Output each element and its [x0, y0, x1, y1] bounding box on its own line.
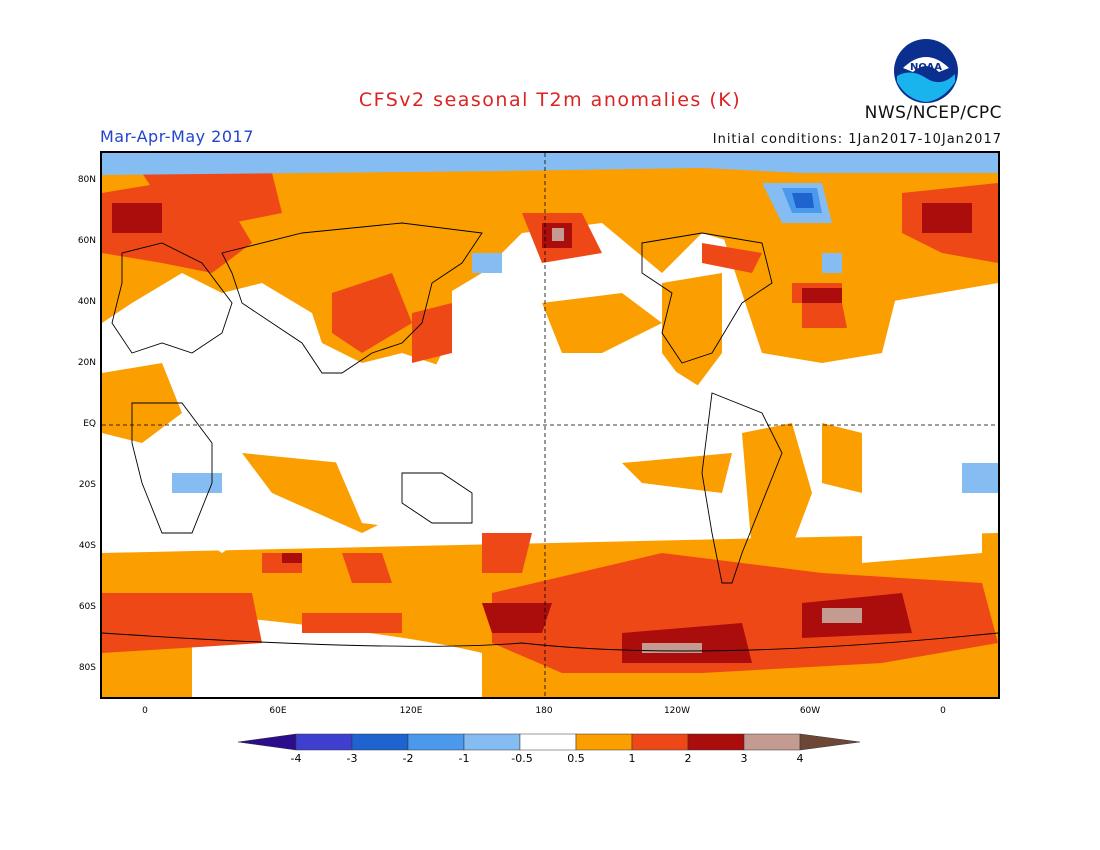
map-canvas — [102, 153, 998, 697]
org-label: NWS/NCEP/CPC — [864, 103, 1002, 123]
colorbar-label-pos2: 2 — [684, 752, 692, 765]
colorbar-label-pos3: 3 — [740, 752, 748, 765]
colorbar-label-pos4: 4 — [796, 752, 804, 765]
colorbar — [238, 733, 861, 751]
lon-label-60w: 60W — [799, 706, 821, 716]
noaa-logo: NOAA — [894, 39, 958, 103]
lon-label-180: 180 — [535, 706, 553, 716]
lat-label-60n: 60N — [77, 236, 96, 246]
initial-conditions-label: Initial conditions: 1Jan2017-10Jan2017 — [712, 132, 1002, 147]
svg-text:NOAA: NOAA — [910, 62, 942, 73]
colorbar-bin-pos1 — [631, 733, 689, 751]
colorbar-bin-neg2 — [351, 733, 409, 751]
anomaly-map — [100, 151, 1000, 699]
lat-label-80s: 80S — [78, 663, 96, 673]
season-label: Mar-Apr-May 2017 — [100, 127, 254, 146]
lat-label-80n: 80N — [77, 175, 96, 185]
colorbar-label-pos1: 1 — [628, 752, 636, 765]
colorbar-bin-neg1 — [407, 733, 465, 751]
reference-lines — [102, 153, 998, 697]
lat-label-40s: 40S — [78, 541, 96, 551]
colorbar-bin-white — [519, 733, 577, 751]
lat-label-20s: 20S — [78, 480, 96, 490]
coastlines — [102, 222, 998, 652]
colorbar-cap-high — [799, 733, 861, 751]
colorbar-bin-pos2 — [687, 733, 745, 751]
colorbar-bin-neg05 — [463, 733, 521, 751]
lat-label-40n: 40N — [77, 297, 96, 307]
lon-label-0-right: 0 — [940, 706, 946, 716]
colorbar-label-neg4: -4 — [290, 752, 302, 765]
lat-label-20n: 20N — [77, 358, 96, 368]
colorbar-cap-low — [238, 733, 297, 751]
lon-label-120e: 120E — [399, 706, 423, 716]
chart-title: CFSv2 seasonal T2m anomalies (K) — [358, 89, 742, 111]
colorbar-bin-neg3 — [295, 733, 353, 751]
lat-label-60s: 60S — [78, 602, 96, 612]
anomaly-fill-white — [162, 353, 982, 697]
colorbar-label-neg05: -0.5 — [511, 752, 533, 765]
colorbar-label-pos05: 0.5 — [567, 752, 585, 765]
lat-label-eq: EQ — [83, 419, 96, 429]
colorbar-label-neg2: -2 — [402, 752, 414, 765]
anomaly-fill-pos1 — [102, 173, 998, 673]
colorbar-label-neg1: -1 — [458, 752, 470, 765]
colorbar-label-neg3: -3 — [346, 752, 358, 765]
lon-label-120w: 120W — [663, 706, 691, 716]
colorbar-bin-pos05 — [575, 733, 633, 751]
anomaly-fill-neg2 — [792, 193, 814, 208]
colorbar-bin-pos3 — [743, 733, 801, 751]
lon-label-0-left: 0 — [142, 706, 148, 716]
lon-label-60e: 60E — [269, 706, 287, 716]
